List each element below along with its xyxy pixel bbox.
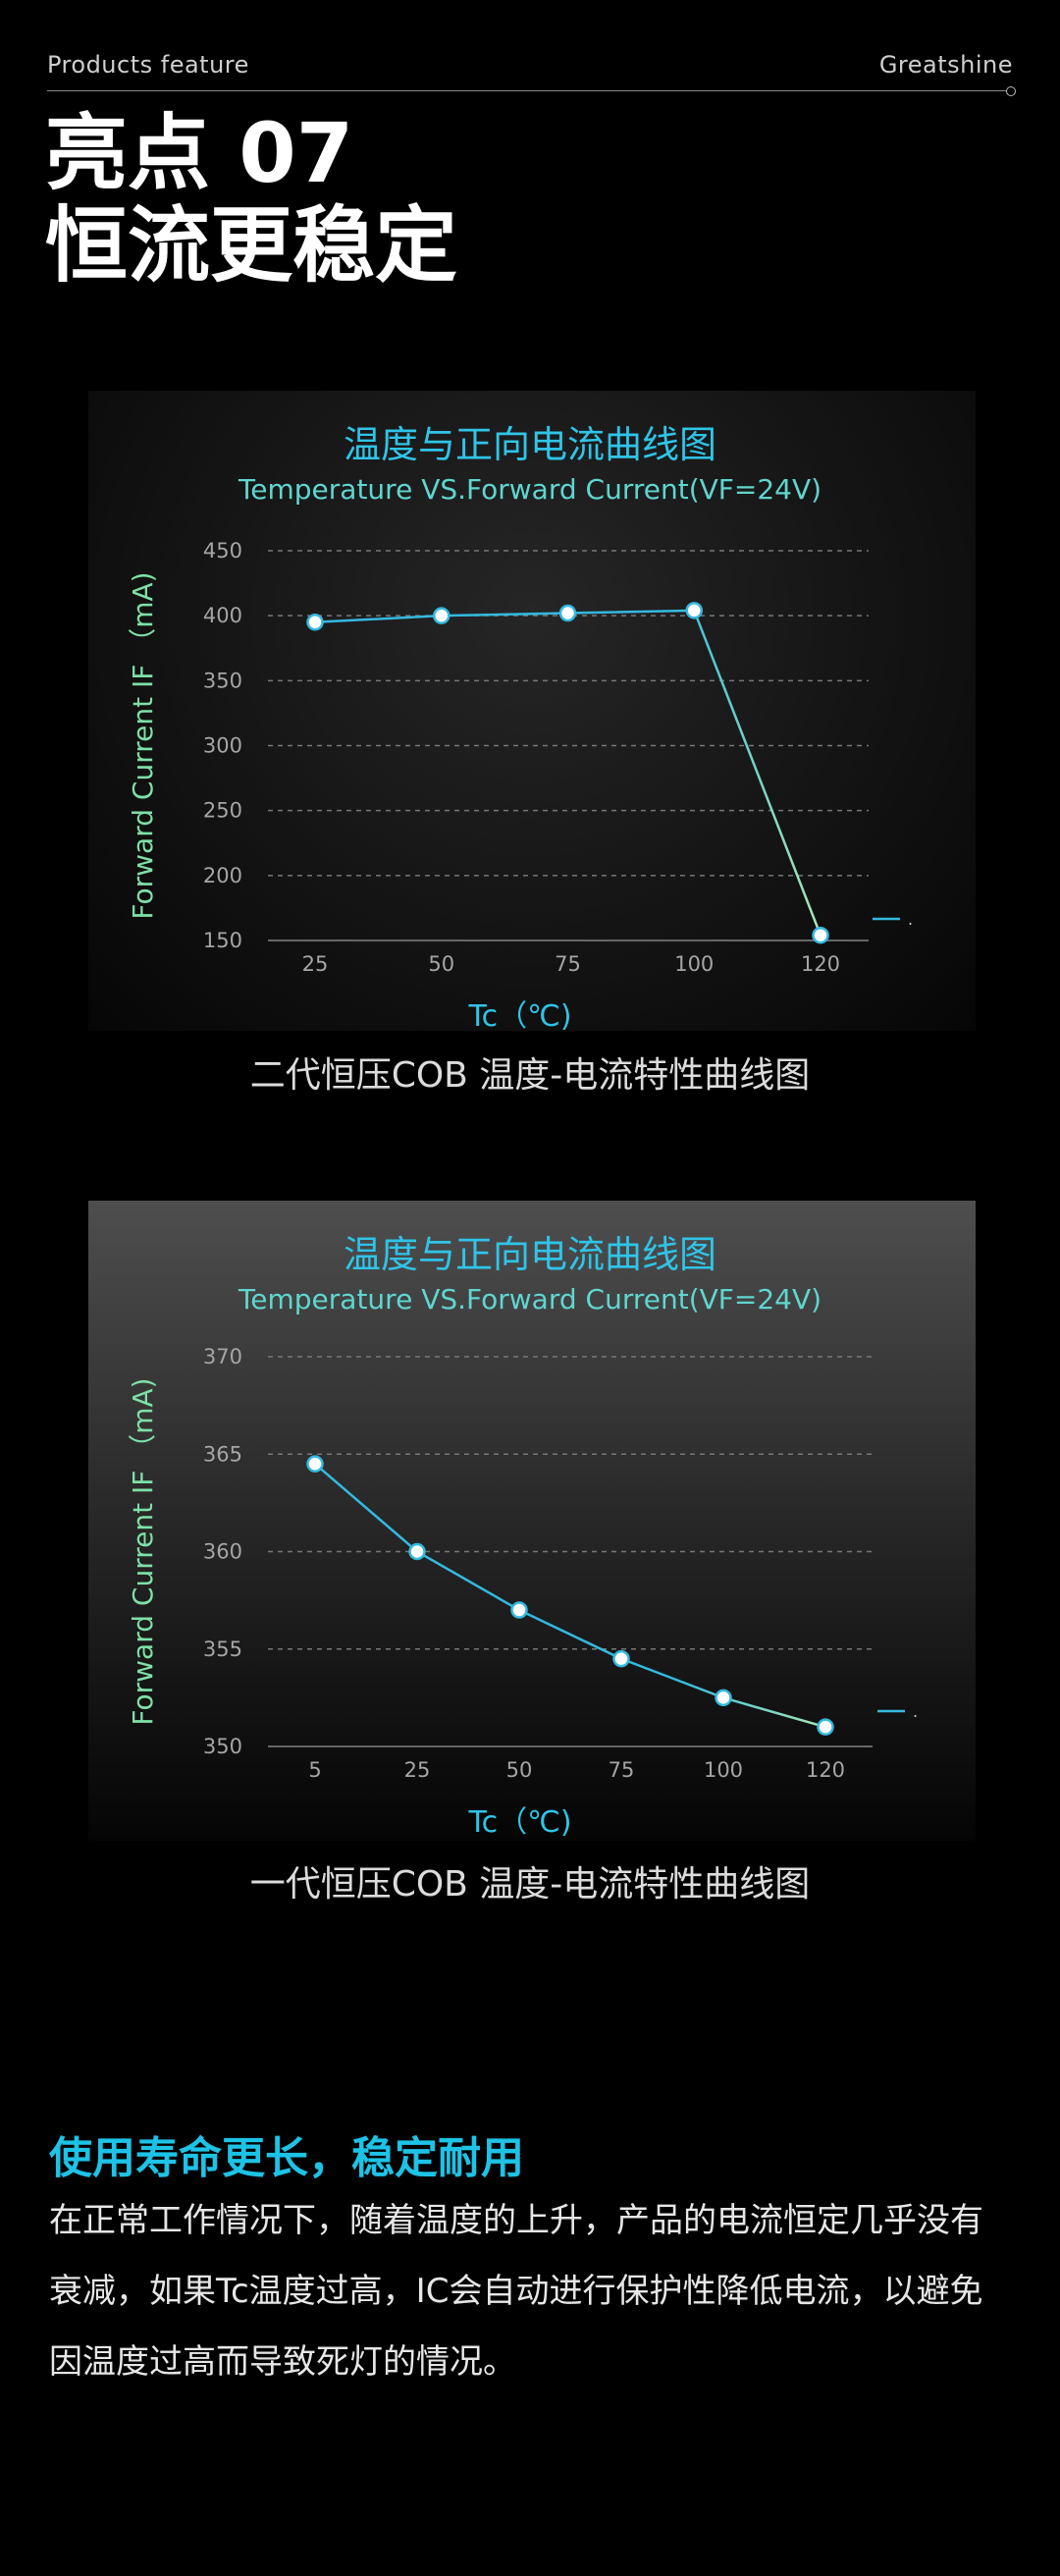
page-title: 恒流更稳定 <box>45 197 458 294</box>
x-tick-label: 75 <box>555 952 581 976</box>
y-tick-label: 370 <box>203 1345 242 1368</box>
series-line <box>314 609 822 937</box>
y-tick-label: 200 <box>203 864 242 887</box>
data-point <box>685 602 703 619</box>
series-line <box>314 1463 826 1729</box>
y-tick-label: 365 <box>203 1442 242 1466</box>
chart-title: 温度与正向电流曲线图 <box>344 423 716 466</box>
y-tick-label: 300 <box>203 734 242 758</box>
data-point <box>558 604 577 622</box>
header-products-feature: Products feature <box>47 51 249 79</box>
data-point <box>715 1689 732 1707</box>
y-tick-label: 360 <box>203 1540 242 1564</box>
chart-subtitle: Temperature VS.Forward Current(VF=24V) <box>238 1283 822 1315</box>
data-point <box>817 1718 834 1736</box>
chart-caption-gen1: 一代恒压COB 温度-电流特性曲线图 <box>249 1864 811 1905</box>
chart-caption-gen2: 二代恒压COB 温度-电流特性曲线图 <box>249 1055 811 1096</box>
x-tick-label: 50 <box>506 1758 533 1782</box>
header-divider <box>47 90 1009 91</box>
x-tick-label: 100 <box>674 952 714 976</box>
data-point <box>306 1455 324 1473</box>
data-point <box>433 607 450 624</box>
data-point <box>510 1601 528 1619</box>
y-tick-label: 250 <box>203 799 242 823</box>
y-tick-label: 150 <box>203 929 242 952</box>
x-axis-label: Tc（℃) <box>467 1805 571 1840</box>
x-tick-label: 120 <box>806 1758 845 1782</box>
y-tick-label: 355 <box>203 1637 242 1661</box>
chart-gen1: 温度与正向电流曲线图 Temperature VS.Forward Current… <box>127 1233 918 1840</box>
y-tick-label: 450 <box>203 539 242 563</box>
y-tick-label: 350 <box>203 1735 242 1758</box>
y-tick-label: 350 <box>203 669 242 692</box>
chart-panel-gen2: 温度与正向电流曲线图 Temperature VS.Forward Current… <box>88 391 976 1031</box>
data-point <box>812 926 829 944</box>
y-axis-label: Forward Current IF （mA) <box>127 1377 159 1725</box>
y-tick-label: 400 <box>203 604 242 627</box>
chart-title: 温度与正向电流曲线图 <box>344 1233 716 1276</box>
x-tick-label: 5 <box>308 1758 321 1782</box>
x-axis-label: Tc（℃) <box>467 999 571 1031</box>
feature-description: 在正常工作情况下，随着温度的上升，产品的电流恒定几乎没有衰减，如果Tc温度过高，… <box>49 2201 983 2382</box>
x-tick-label: 25 <box>302 952 329 976</box>
data-point <box>408 1542 426 1561</box>
chart-subtitle: Temperature VS.Forward Current(VF=24V) <box>238 473 822 506</box>
highlight-number: 亮点 07 <box>45 105 354 201</box>
x-tick-label: 25 <box>404 1758 431 1782</box>
x-tick-label: 120 <box>801 952 840 976</box>
data-point <box>612 1649 630 1668</box>
y-axis-label: Forward Current IF （mA) <box>127 571 159 919</box>
legend-label: . <box>908 910 913 929</box>
legend-label: . <box>913 1702 918 1721</box>
x-tick-label: 50 <box>428 952 454 976</box>
header-brand: Greatshine <box>878 51 1013 79</box>
chart-panel-gen1: 温度与正向电流曲线图 Temperature VS.Forward Current… <box>88 1201 976 1841</box>
data-point <box>306 614 324 631</box>
feature-title: 使用寿命更长，稳定耐用 <box>49 2133 524 2183</box>
chart-gen2: 温度与正向电流曲线图 Temperature VS.Forward Current… <box>127 423 913 1031</box>
x-tick-label: 75 <box>609 1758 635 1782</box>
header-divider-dot <box>1006 86 1016 96</box>
x-tick-label: 100 <box>704 1758 743 1782</box>
